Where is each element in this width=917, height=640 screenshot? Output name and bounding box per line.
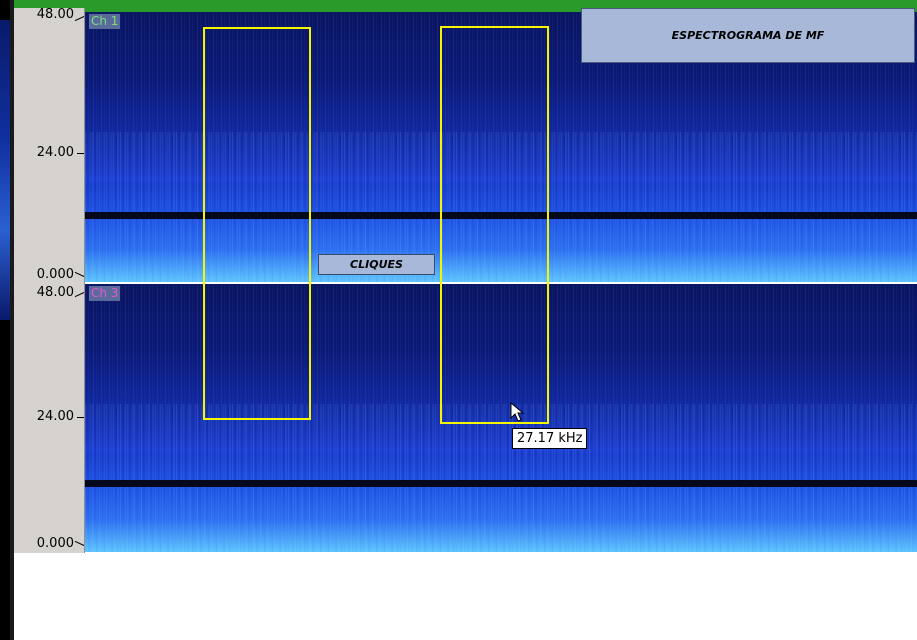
frequency-axis-ruler: 48.00 24.00 0.000 48.00 24.00 0.000 bbox=[14, 8, 85, 553]
axis-tick bbox=[77, 153, 84, 154]
bottom-axis-label-mid: 24.00 bbox=[36, 409, 74, 424]
spectrogram-title: ESPECTROGRAMA DE MF bbox=[671, 29, 825, 42]
top-axis-label-min: 0.000 bbox=[36, 267, 74, 282]
noise-texture bbox=[85, 132, 917, 282]
dark-frequency-band bbox=[85, 212, 917, 219]
empty-area bbox=[14, 553, 917, 640]
axis-tick bbox=[77, 417, 84, 418]
spectrogram-title-box: ESPECTROGRAMA DE MF bbox=[581, 8, 915, 63]
channel-label-1: Ch 1 bbox=[89, 14, 121, 29]
left-frame-divider bbox=[10, 0, 14, 640]
mouse-pointer-icon bbox=[510, 402, 525, 422]
spectrogram-panel-channel-1[interactable]: Ch 1 bbox=[85, 12, 917, 282]
axis-tick bbox=[74, 271, 85, 277]
click-selection-box-2[interactable] bbox=[440, 26, 549, 424]
dark-frequency-band bbox=[85, 480, 917, 487]
top-axis-label-mid: 24.00 bbox=[36, 145, 74, 160]
bottom-axis-label-max: 48.00 bbox=[36, 285, 74, 300]
axis-tick bbox=[74, 292, 85, 298]
channel-label-3: Ch 3 bbox=[89, 286, 121, 301]
frequency-tooltip: 27.17 kHz bbox=[512, 428, 588, 449]
click-selection-box-1[interactable] bbox=[203, 27, 311, 420]
bottom-axis-label-min: 0.000 bbox=[36, 536, 74, 551]
axis-tick bbox=[74, 540, 85, 546]
cliques-label: CLIQUES bbox=[350, 258, 403, 271]
top-axis-label-max: 48.00 bbox=[36, 7, 74, 22]
left-spectrogram-sliver bbox=[0, 20, 12, 320]
noise-texture bbox=[85, 404, 917, 552]
axis-tick bbox=[74, 16, 85, 22]
cliques-annotation-box: CLIQUES bbox=[318, 254, 435, 275]
